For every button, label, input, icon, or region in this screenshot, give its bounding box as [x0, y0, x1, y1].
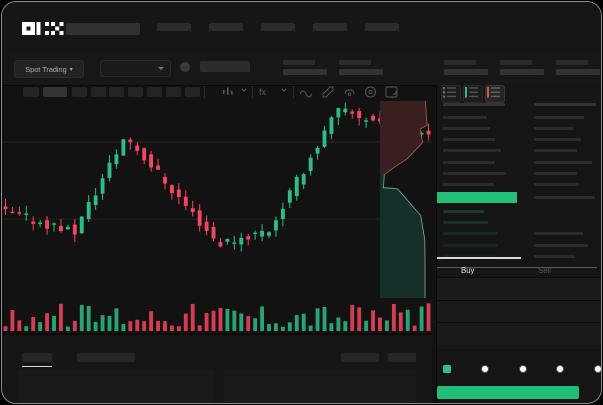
svg-text:fx: fx	[259, 87, 267, 97]
